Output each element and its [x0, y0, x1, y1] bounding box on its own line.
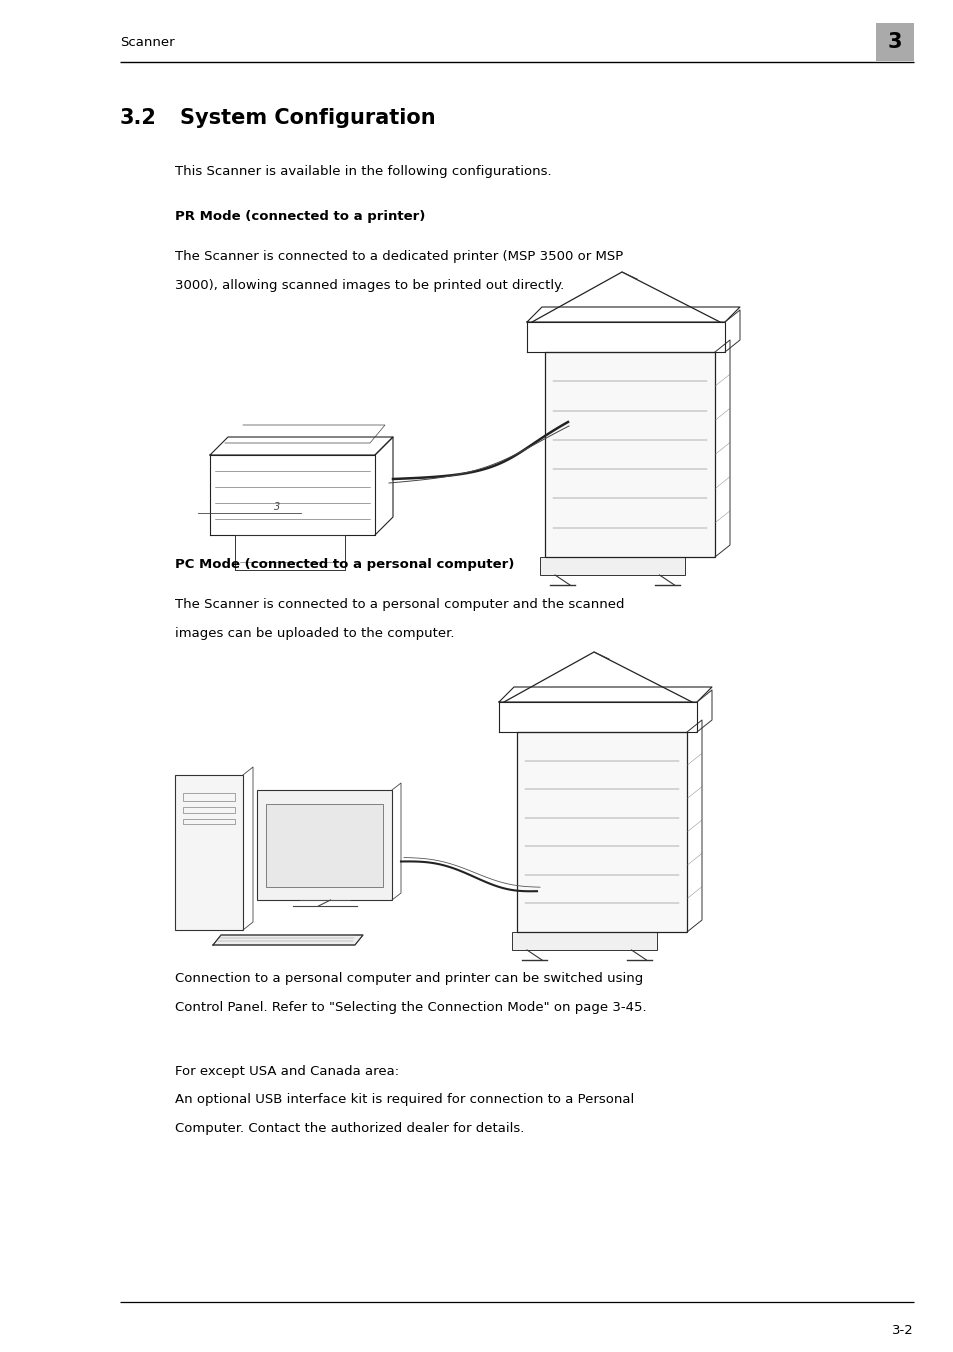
- Text: Computer. Contact the authorized dealer for details.: Computer. Contact the authorized dealer …: [174, 1122, 524, 1134]
- Text: For except USA and Canada area:: For except USA and Canada area:: [174, 1065, 398, 1078]
- FancyBboxPatch shape: [539, 557, 684, 575]
- Text: Connection to a personal computer and printer can be switched using: Connection to a personal computer and pr…: [174, 972, 642, 986]
- FancyBboxPatch shape: [544, 352, 714, 557]
- FancyBboxPatch shape: [512, 932, 656, 950]
- FancyBboxPatch shape: [174, 775, 243, 930]
- Text: Scanner: Scanner: [120, 35, 174, 49]
- Text: PR Mode (connected to a printer): PR Mode (connected to a printer): [174, 210, 425, 223]
- FancyBboxPatch shape: [266, 803, 382, 887]
- Text: 3.2: 3.2: [120, 108, 156, 128]
- Text: This Scanner is available in the following configurations.: This Scanner is available in the followi…: [174, 165, 551, 178]
- FancyBboxPatch shape: [256, 790, 392, 900]
- Text: The Scanner is connected to a dedicated printer (MSP 3500 or MSP: The Scanner is connected to a dedicated …: [174, 250, 622, 264]
- FancyBboxPatch shape: [875, 23, 913, 61]
- Text: The Scanner is connected to a personal computer and the scanned: The Scanner is connected to a personal c…: [174, 598, 624, 611]
- Text: 3-2: 3-2: [891, 1324, 913, 1337]
- Polygon shape: [213, 936, 363, 945]
- Text: images can be uploaded to the computer.: images can be uploaded to the computer.: [174, 626, 454, 639]
- Text: 3000), allowing scanned images to be printed out directly.: 3000), allowing scanned images to be pri…: [174, 279, 563, 292]
- Text: 3: 3: [887, 32, 902, 51]
- Text: 3: 3: [274, 502, 280, 512]
- Text: PC Mode (connected to a personal computer): PC Mode (connected to a personal compute…: [174, 558, 514, 571]
- Text: System Configuration: System Configuration: [180, 108, 436, 128]
- Text: An optional USB interface kit is required for connection to a Personal: An optional USB interface kit is require…: [174, 1094, 634, 1106]
- Text: Control Panel. Refer to "Selecting the Connection Mode" on page 3-45.: Control Panel. Refer to "Selecting the C…: [174, 1000, 646, 1014]
- FancyBboxPatch shape: [517, 731, 686, 932]
